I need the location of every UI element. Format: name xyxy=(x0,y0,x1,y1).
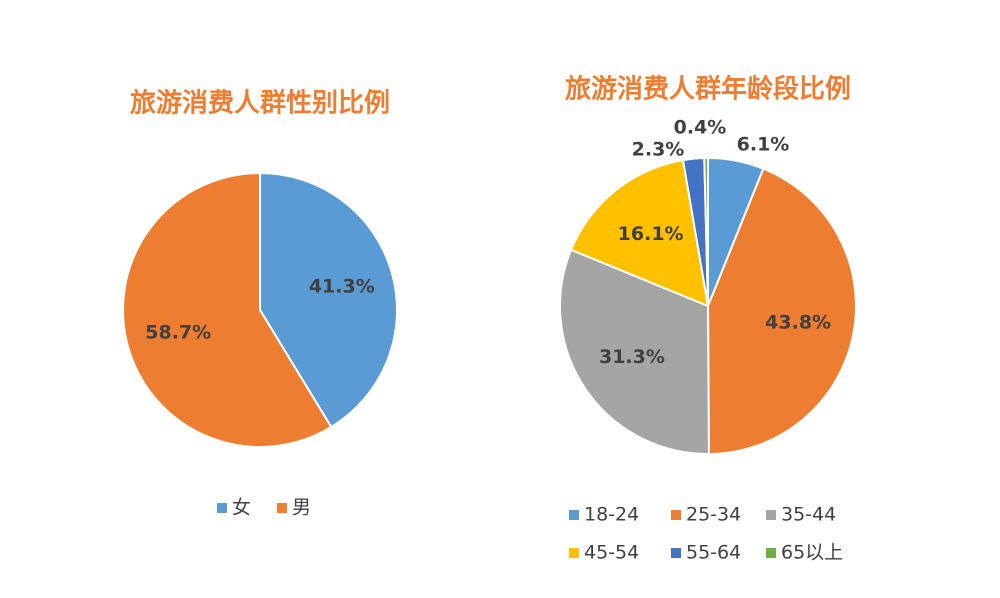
legend-swatch xyxy=(766,510,776,520)
legend-label: 45-54 xyxy=(584,542,639,564)
legend-label: 18-24 xyxy=(584,504,639,526)
pie-slice xyxy=(122,171,333,448)
data-label: 43.8% xyxy=(765,312,831,334)
data-label: 2.3% xyxy=(632,139,685,161)
pie-slice xyxy=(706,167,857,456)
data-label: 6.1% xyxy=(737,134,790,156)
data-label: 41.3% xyxy=(309,276,375,298)
legend-swatch xyxy=(569,548,579,558)
chart-title: 旅游消费人群性别比例 xyxy=(130,89,390,119)
legend-swatch xyxy=(671,510,681,520)
legend-label: 65以上 xyxy=(781,542,843,564)
pie-slice xyxy=(259,171,398,429)
legend-label: 35-44 xyxy=(781,504,836,526)
legend-swatch xyxy=(671,548,681,558)
legend-label: 55-64 xyxy=(686,542,741,564)
legend-swatch xyxy=(569,510,579,520)
legend-swatch xyxy=(277,503,287,513)
data-label: 58.7% xyxy=(145,321,211,343)
pie-slice xyxy=(559,248,710,455)
legend-swatch xyxy=(217,503,227,513)
pie-slice xyxy=(569,158,710,308)
legend-label: 男 xyxy=(292,497,311,519)
data-label: 16.1% xyxy=(618,223,684,245)
legend-label: 女 xyxy=(232,497,251,519)
legend-swatch xyxy=(766,548,776,558)
chart-title: 旅游消费人群年龄段比例 xyxy=(565,74,851,105)
data-label: 31.3% xyxy=(599,346,665,368)
data-label: 0.4% xyxy=(674,117,727,139)
legend-label: 25-34 xyxy=(686,504,741,526)
pie-slice xyxy=(703,156,709,307)
